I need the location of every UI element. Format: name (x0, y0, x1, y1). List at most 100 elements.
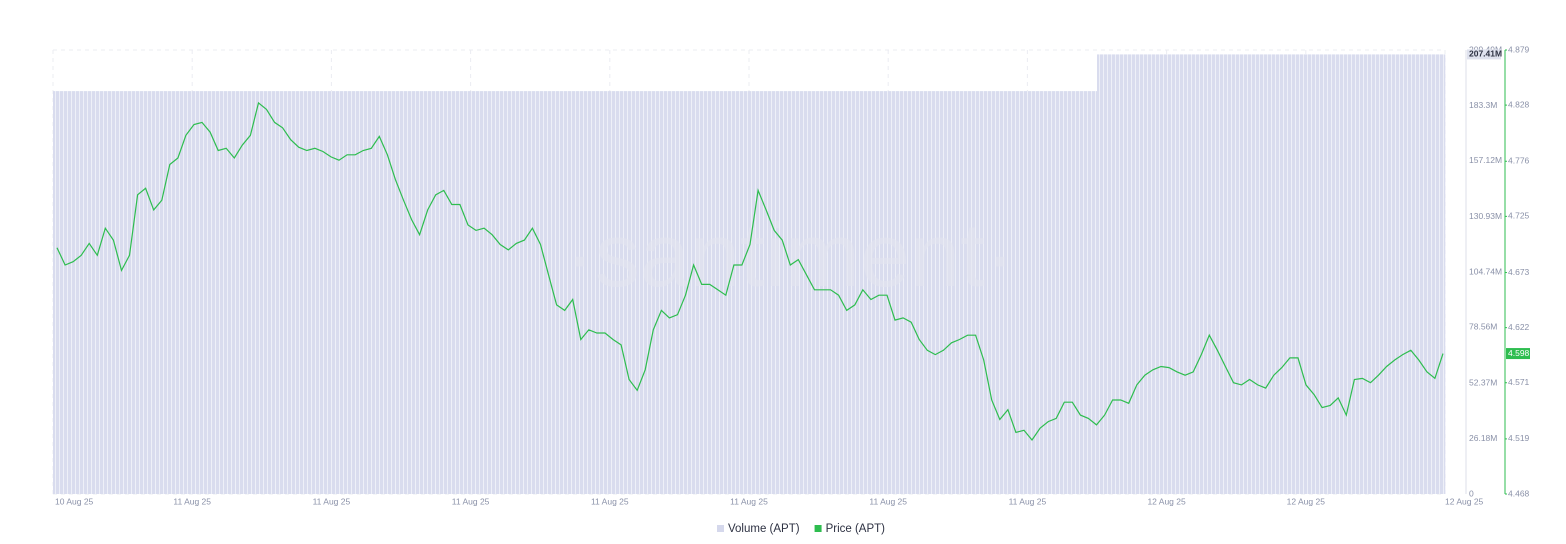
x-tick-label: 10 Aug 25 (55, 496, 94, 506)
volume-bar (108, 91, 123, 495)
volume-bar (957, 91, 973, 495)
volume-bar (303, 91, 318, 495)
volume-bar (1152, 54, 1167, 495)
volume-bar (637, 91, 652, 495)
volume-bar (387, 91, 402, 495)
volume-bar (470, 91, 485, 495)
x-tick-label: 11 Aug 25 (452, 496, 490, 506)
volume-bar (428, 91, 444, 495)
volume-bar (790, 91, 805, 495)
volume-bar (1110, 54, 1126, 495)
y-tick-label: 183.3M (1469, 100, 1497, 110)
volume-bar (999, 91, 1014, 495)
volume-bar (1124, 54, 1140, 495)
volume-bar (916, 91, 931, 495)
volume-bar (220, 91, 235, 495)
volume-bar (1027, 91, 1042, 495)
volume-bar (693, 91, 708, 495)
volume-bar (53, 91, 68, 495)
volume-bar (317, 91, 332, 495)
volume-bar (860, 91, 875, 495)
volume-bar (178, 91, 193, 495)
y-tick-label: 26.18M (1469, 433, 1497, 443)
volume-bar (512, 91, 527, 495)
volume-bar (1069, 91, 1084, 495)
volume-bar (498, 91, 513, 495)
volume-bar (1375, 54, 1390, 495)
volume-bar (373, 91, 388, 495)
volume-bar (261, 91, 277, 495)
value-tag: 207.41M (1469, 49, 1502, 59)
y-tick-label: 0 (1469, 488, 1474, 498)
volume-bar (1055, 91, 1070, 495)
y2-tick-label: 4.776 (1508, 156, 1530, 166)
volume-bar (609, 91, 625, 495)
price-tag: 4.598 (1508, 348, 1530, 358)
volume-bar (1041, 91, 1056, 495)
volume-bar (818, 91, 833, 495)
volume-bar (345, 91, 360, 495)
volume-bar (206, 91, 221, 495)
y2-tick-label: 4.828 (1508, 99, 1530, 109)
volume-bar (721, 91, 736, 495)
x-tick-label: 12 Aug 25 (1147, 496, 1186, 506)
y2-tick-label: 4.571 (1508, 377, 1530, 387)
y-tick-label: 209.49M (1469, 44, 1502, 54)
volume-bar (80, 91, 96, 495)
volume-bar (66, 91, 82, 495)
x-tick-label: 11 Aug 25 (869, 496, 907, 506)
volume-bar (623, 91, 638, 495)
volume-bar (442, 91, 457, 495)
price-tag-bg (1506, 348, 1530, 360)
volume-bar (150, 91, 165, 495)
y-tick-label: 104.74M (1469, 266, 1502, 276)
volume-bar (888, 91, 903, 495)
volume-bar (1097, 54, 1112, 495)
volume-bar (749, 91, 764, 495)
volume-bar (902, 91, 917, 495)
volume-bar (1403, 54, 1418, 495)
volume-bar (554, 91, 569, 495)
volume-bar (247, 91, 263, 495)
volume-bar (1333, 54, 1348, 495)
x-tick-label: 11 Aug 25 (730, 496, 768, 506)
y2-tick-label: 4.622 (1508, 322, 1530, 332)
volume-bar (1166, 54, 1181, 495)
volume-bar (456, 91, 471, 495)
volume-bar (1319, 54, 1334, 495)
volume-bar (414, 91, 430, 495)
legend-swatch (814, 525, 822, 532)
volume-bar (164, 91, 179, 495)
volume-bar (762, 91, 778, 495)
volume-bar (595, 91, 611, 495)
volume-bar (1431, 54, 1446, 495)
volume-bar (1208, 54, 1223, 495)
legend-label: Price (APT) (826, 523, 886, 535)
y-tick-label: 52.37M (1469, 377, 1497, 387)
volume-bar (1264, 54, 1279, 495)
legend-label: Volume (APT) (728, 523, 800, 535)
volume-bar (331, 91, 346, 495)
x-tick-label: 11 Aug 25 (173, 496, 211, 506)
volume-bar (122, 91, 137, 495)
volume-bar (401, 91, 416, 495)
volume-bar (874, 91, 889, 495)
volume-bar (1389, 54, 1404, 495)
volume-bar (1277, 54, 1293, 495)
y2-tick-label: 4.725 (1508, 211, 1530, 221)
volume-bar (94, 91, 109, 495)
volume-bar (1083, 91, 1098, 495)
volume-bar (651, 91, 666, 495)
volume-bar (581, 91, 597, 495)
volume-bar (929, 91, 945, 495)
volume-bar (1417, 54, 1432, 495)
volume-bar (985, 91, 1000, 495)
volume-bar (735, 91, 750, 495)
volume-bar (275, 91, 290, 495)
volume-bar (1347, 54, 1362, 495)
volume-bar (832, 91, 847, 495)
volume-bar (1013, 91, 1028, 495)
y2-tick-label: 4.519 (1508, 433, 1530, 443)
volume-bar (1138, 54, 1153, 495)
volume-bar (846, 91, 861, 495)
